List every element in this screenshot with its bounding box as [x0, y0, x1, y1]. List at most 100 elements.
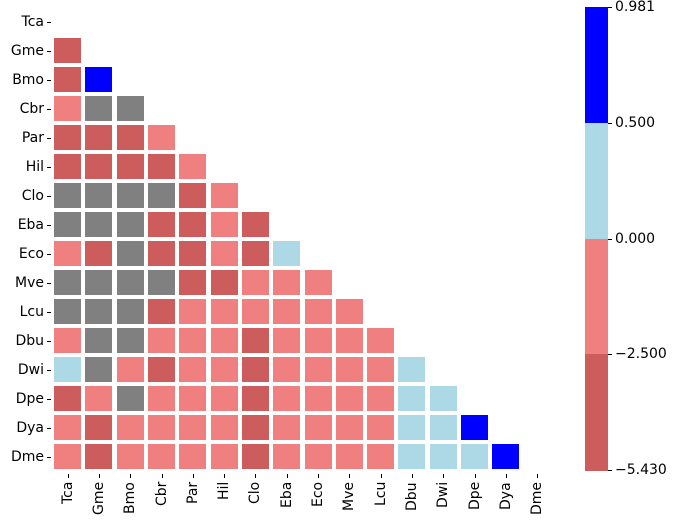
heatmap-cell-Eba-Clo	[241, 212, 269, 237]
y-tick	[47, 138, 51, 139]
heatmap-cell-Dpe-Gme	[85, 386, 113, 411]
heatmap-cell-Par-Gme	[85, 125, 113, 150]
heatmap-cell-Hil-Gme	[85, 154, 113, 179]
y-axis-label: Par	[21, 129, 44, 146]
x-axis-label: Dya	[497, 482, 514, 510]
x-tick	[381, 474, 382, 478]
x-tick	[255, 474, 256, 478]
y-axis-label: Gme	[10, 42, 44, 59]
heatmap-cell-Eco-Bmo	[116, 241, 144, 266]
heatmap-cell-Hil-Tca	[54, 154, 82, 179]
heatmap-cell-Lcu-Hil	[210, 299, 238, 324]
y-tick	[47, 283, 51, 284]
heatmap-cell-Lcu-Eco	[304, 299, 332, 324]
heatmap-cell-Dya-Lcu	[367, 415, 395, 440]
heatmap-cell-Dbu-Lcu	[367, 328, 395, 353]
heatmap-cell-Mve-Tca	[54, 270, 82, 295]
x-tick	[193, 474, 194, 478]
heatmap-cell-Dwi-Lcu	[367, 357, 395, 382]
y-axis-label: Dme	[10, 448, 44, 465]
y-tick	[47, 167, 51, 168]
x-axis-label: Eco	[310, 482, 327, 508]
heatmap-cell-Mve-Eco	[304, 270, 332, 295]
x-tick	[130, 474, 131, 478]
y-axis-label: Dya	[16, 419, 44, 436]
heatmap-cell-Lcu-Cbr	[148, 299, 176, 324]
y-axis-label: Lcu	[19, 303, 44, 320]
heatmap-cell-Dpe-Hil	[210, 386, 238, 411]
heatmap-cell-Dbu-Hil	[210, 328, 238, 353]
y-tick	[47, 399, 51, 400]
heatmap-cell-Dwi-Clo	[241, 357, 269, 382]
y-tick	[47, 225, 51, 226]
heatmap-cell-Dpe-Mve	[335, 386, 363, 411]
heatmap-cell-Eco-Eba	[273, 241, 301, 266]
heatmap-cell-Dpe-Cbr	[148, 386, 176, 411]
heatmap-cell-Clo-Gme	[85, 183, 113, 208]
heatmap-cell-Dme-Mve	[335, 444, 363, 469]
heatmap-cell-Lcu-Tca	[54, 299, 82, 324]
x-axis-label: Clo	[247, 482, 264, 505]
y-axis-label: Tca	[21, 13, 44, 30]
heatmap-cell-Dya-Gme	[85, 415, 113, 440]
heatmap-cell-Bmo-Gme	[85, 67, 113, 92]
x-axis-label: Bmo	[122, 482, 139, 514]
heatmap-cell-Clo-Hil	[210, 183, 238, 208]
heatmap-cell-Dya-Hil	[210, 415, 238, 440]
heatmap-cell-Dme-Dbu	[398, 444, 426, 469]
heatmap-cell-Dwi-Eco	[304, 357, 332, 382]
heatmap-cell-Dya-Dpe	[461, 415, 489, 440]
x-tick	[506, 474, 507, 478]
colorbar-tick	[608, 470, 612, 471]
heatmap-cell-Dbu-Mve	[335, 328, 363, 353]
heatmap-cell-Cbr-Tca	[54, 96, 82, 121]
x-axis-label: Mve	[341, 482, 358, 511]
heatmap-cell-Lcu-Eba	[273, 299, 301, 324]
y-axis-label: Dwi	[17, 361, 44, 378]
colorbar-tick-label: 0.981	[615, 0, 656, 15]
heatmap-cell-Dya-Mve	[335, 415, 363, 440]
heatmap-cell-Dme-Par	[179, 444, 207, 469]
x-tick	[443, 474, 444, 478]
heatmap-cell-Dpe-Bmo	[116, 386, 144, 411]
x-axis-label: Dpe	[466, 482, 483, 511]
heatmap-cell-Lcu-Bmo	[116, 299, 144, 324]
heatmap-cell-Dya-Eba	[273, 415, 301, 440]
heatmap-cell-Eco-Hil	[210, 241, 238, 266]
heatmap-cell-Clo-Cbr	[148, 183, 176, 208]
heatmap-cell-Dbu-Clo	[241, 328, 269, 353]
x-axis-label: Gme	[90, 482, 107, 516]
y-tick	[47, 51, 51, 52]
heatmap-cell-Dme-Gme	[85, 444, 113, 469]
heatmap-cell-Dya-Cbr	[148, 415, 176, 440]
x-tick	[99, 474, 100, 478]
heatmap-cell-Eco-Par	[179, 241, 207, 266]
heatmap-cell-Par-Tca	[54, 125, 82, 150]
heatmap-cell-Dwi-Gme	[85, 357, 113, 382]
heatmap-cell-Eba-Cbr	[148, 212, 176, 237]
heatmap-cell-Mve-Bmo	[116, 270, 144, 295]
heatmap-cell-Dya-Par	[179, 415, 207, 440]
y-axis-label: Eba	[17, 216, 44, 233]
heatmap-cell-Dbu-Eco	[304, 328, 332, 353]
colorbar-tick	[608, 354, 612, 355]
y-tick	[47, 80, 51, 81]
heatmap-cell-Mve-Par	[179, 270, 207, 295]
heatmap-cell-Lcu-Gme	[85, 299, 113, 324]
x-axis-label: Cbr	[153, 482, 170, 507]
heatmap-cell-Mve-Clo	[241, 270, 269, 295]
y-tick	[47, 457, 51, 458]
y-tick	[47, 196, 51, 197]
heatmap-cell-Dpe-Eba	[273, 386, 301, 411]
heatmap-cell-Dya-Dbu	[398, 415, 426, 440]
heatmap-cell-Clo-Par	[179, 183, 207, 208]
colorbar-tick-label: −2.500	[615, 346, 667, 363]
heatmap-cell-Dpe-Lcu	[367, 386, 395, 411]
heatmap-cell-Dbu-Eba	[273, 328, 301, 353]
heatmap-cell-Eba-Tca	[54, 212, 82, 237]
heatmap-cell-Par-Bmo	[116, 125, 144, 150]
heatmap-cell-Dpe-Par	[179, 386, 207, 411]
x-axis-label: Tca	[59, 482, 76, 505]
y-tick	[47, 341, 51, 342]
heatmap-cell-Mve-Gme	[85, 270, 113, 295]
